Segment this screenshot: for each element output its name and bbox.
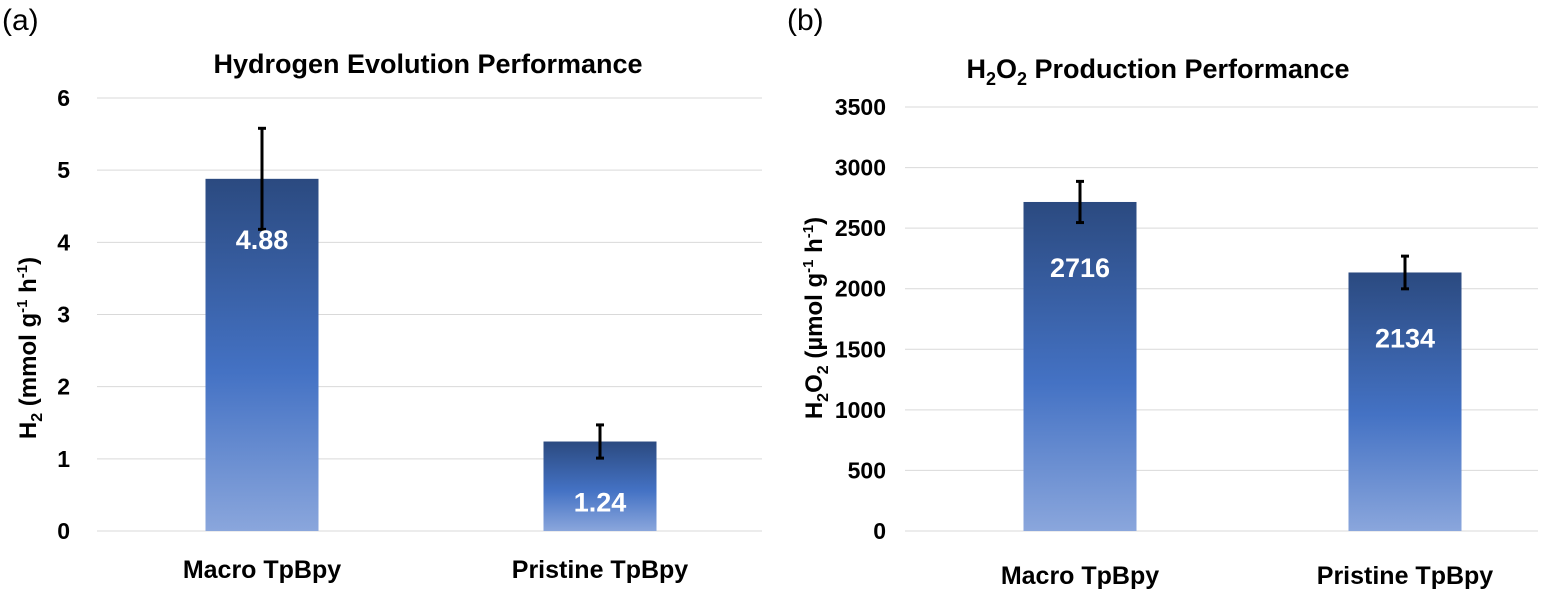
panel-b-bars: 2716 2134	[1023, 179, 1462, 531]
panel-a-ylabel: H2 (mmol g-1 h-1)	[14, 257, 46, 439]
category-label: Macro TpBpy	[183, 556, 341, 584]
category-label: Pristine TpBpy	[1317, 562, 1494, 590]
category-label: Macro TpBpy	[1001, 562, 1159, 590]
panel-a-grid	[97, 97, 762, 532]
y-tick-label: 500	[848, 457, 886, 483]
y-tick-label: 4	[57, 229, 70, 255]
y-tick-label: 1000	[835, 397, 886, 423]
panel-b-yticks: 0 500 1000 1500 2000 2500 3000 3500	[835, 94, 886, 544]
panel-a-bars: 4.88 1.24	[205, 126, 657, 531]
y-tick-label: 1500	[835, 336, 886, 362]
y-tick-label: 2500	[835, 215, 886, 241]
y-tick-label: 3500	[835, 94, 886, 120]
bar	[205, 178, 319, 531]
panel-b-ylabel: H2O2 (µmol g-1 h-1)	[800, 217, 832, 419]
category-label: Pristine TpBpy	[512, 556, 689, 584]
panel-a-categories: Macro TpBpy Pristine TpBpy	[183, 556, 688, 584]
data-label: 4.88	[236, 225, 289, 255]
panel-b-title: H2O2 Production Performance	[966, 54, 1349, 89]
panel-a-title: Hydrogen Evolution Performance	[213, 49, 642, 79]
y-tick-label: 5	[57, 157, 70, 183]
y-tick-label: 6	[57, 85, 70, 111]
y-tick-label: 0	[873, 518, 886, 544]
data-label: 2716	[1050, 253, 1110, 283]
y-tick-label: 0	[57, 518, 70, 544]
panel-a-label: (a)	[2, 4, 39, 37]
panel-a-yticks: 0 1 2 3 4 5 6	[57, 85, 70, 544]
data-label: 1.24	[574, 488, 627, 518]
bar	[1348, 272, 1462, 531]
y-tick-label: 1	[57, 446, 70, 472]
panel-b-categories: Macro TpBpy Pristine TpBpy	[1001, 562, 1493, 590]
data-label: 2134	[1375, 323, 1435, 353]
y-tick-label: 2	[57, 374, 70, 400]
y-tick-label: 3000	[835, 155, 886, 181]
y-tick-label: 3	[57, 302, 70, 328]
panel-b-label: (b)	[787, 4, 824, 37]
bar	[1023, 201, 1137, 531]
y-tick-label: 2000	[835, 276, 886, 302]
